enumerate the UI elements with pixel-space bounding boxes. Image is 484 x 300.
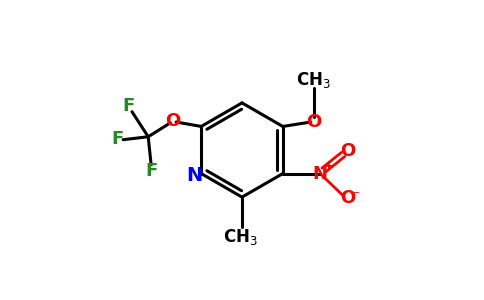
Text: F: F [122, 98, 135, 116]
Text: O: O [306, 113, 321, 131]
Text: O: O [166, 112, 181, 130]
Text: CH$_3$: CH$_3$ [223, 227, 258, 247]
Text: F: F [111, 130, 123, 148]
Text: O: O [340, 142, 355, 160]
Text: N: N [312, 165, 327, 183]
Text: O: O [340, 189, 355, 207]
Text: $^-$: $^-$ [349, 190, 361, 203]
Text: F: F [146, 162, 158, 180]
Text: N: N [187, 167, 203, 185]
Text: CH$_3$: CH$_3$ [296, 70, 331, 90]
Text: +: + [322, 159, 333, 173]
